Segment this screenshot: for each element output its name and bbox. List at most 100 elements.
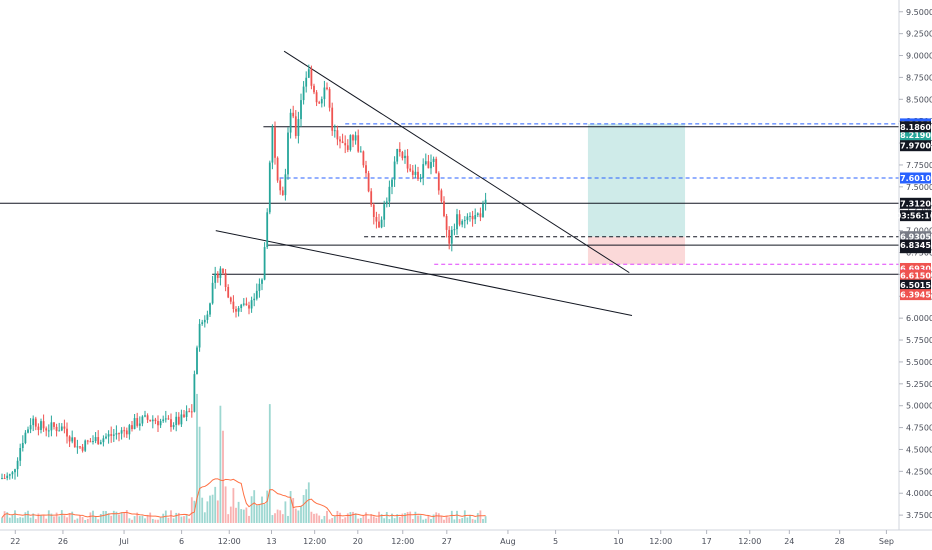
volume-bar (323, 515, 326, 523)
volume-bar (112, 510, 115, 523)
price-tick-label: 4.2500 (906, 467, 932, 476)
long-position-tool[interactable] (587, 123, 686, 265)
candle-body (349, 135, 352, 150)
price-badge-label: 7.3120 (900, 199, 931, 208)
trendline (215, 230, 633, 317)
time-tick-label: 5 (553, 537, 558, 546)
volume-bar (3, 511, 6, 523)
volume-bar (461, 518, 464, 523)
candle-body (432, 158, 435, 163)
volume-bar (235, 507, 237, 523)
volume-bar (414, 511, 417, 523)
volume-bar (261, 496, 263, 523)
candle-body (118, 433, 120, 435)
volume-bar (380, 514, 383, 523)
volume-bar (37, 513, 40, 523)
candle-body (92, 441, 94, 443)
candle-body (383, 204, 386, 220)
candle-body (185, 411, 188, 417)
volume-bar (211, 494, 214, 523)
volume-bar (63, 515, 66, 523)
candle-body (146, 415, 149, 420)
candle-body (320, 99, 323, 104)
volume-bar (136, 512, 139, 523)
candle-body (302, 86, 305, 101)
volume-bar (406, 512, 409, 523)
price-badge (900, 269, 931, 281)
candle-body (417, 171, 419, 180)
trendlines[interactable] (215, 50, 633, 317)
volume-bar (302, 495, 305, 523)
candle-body (440, 190, 443, 202)
time-axis[interactable]: 22 26 Jul 6 12:00 13 12:00 20 12:00 27 Aug 5 10 12:00… (10, 530, 894, 546)
volume-bar (120, 512, 123, 523)
candle-body (484, 199, 487, 205)
horizontal-levels[interactable] (0, 123, 899, 275)
candle-body (362, 151, 365, 166)
volume-bar (206, 501, 209, 523)
candle-body (253, 298, 256, 301)
volume-bar (149, 512, 152, 523)
candle-body (313, 85, 315, 93)
volume-bar (271, 515, 274, 523)
volume-bar (396, 514, 399, 523)
volume-bar (29, 517, 32, 523)
candle-body (203, 319, 206, 323)
volume-bar (365, 512, 367, 523)
candle-body (437, 173, 440, 191)
candle-body (237, 308, 240, 312)
candle-body (232, 301, 235, 309)
candle-body (123, 430, 126, 432)
candle-body (1, 478, 3, 480)
volume-bar (115, 511, 118, 523)
volume-bar (287, 515, 289, 523)
volume-bar (370, 514, 373, 523)
candle-body (224, 272, 227, 287)
price-badge (900, 289, 931, 301)
candle-body (284, 174, 287, 196)
volume-bar (432, 514, 435, 523)
volume-bar (466, 517, 469, 523)
volume-bar (411, 519, 414, 523)
position-stop-zone (587, 236, 686, 265)
candle-body (406, 155, 409, 169)
candle-body (300, 100, 302, 120)
volume-bar (32, 513, 35, 523)
price-tick-label: 5.7500 (906, 336, 932, 345)
volume-bar (1, 517, 3, 523)
candle-body (463, 220, 466, 222)
volume-bar (456, 510, 458, 523)
candle-body (209, 303, 211, 315)
candle-body (435, 158, 438, 174)
volume-bar (216, 500, 219, 523)
volume-bar (375, 517, 378, 523)
candle-body (79, 446, 81, 448)
price-badge (900, 279, 931, 291)
candle-body (445, 216, 448, 230)
volume-bar (448, 517, 451, 523)
volume-bar (209, 495, 211, 523)
candle-body (11, 472, 14, 475)
volume-bar (99, 513, 102, 523)
volume-bar (268, 404, 271, 523)
candle-body (8, 474, 11, 476)
candle-body (352, 135, 354, 141)
candle-body (466, 216, 469, 221)
price-badge (900, 262, 931, 274)
volume-bar (333, 516, 336, 523)
candle-body (151, 419, 154, 422)
candle-body (427, 161, 430, 169)
candle-body (411, 170, 414, 175)
volume-bar (344, 517, 347, 523)
volume-bar (471, 519, 474, 523)
volume-bar (445, 515, 448, 523)
price-badge-label: 6.8345 (900, 241, 931, 250)
volume-bar (313, 513, 315, 523)
candle-body (450, 229, 453, 244)
volume-bar (146, 514, 149, 523)
volume-bar (248, 515, 250, 523)
candle-body (242, 303, 245, 305)
volume-bar (388, 519, 391, 523)
